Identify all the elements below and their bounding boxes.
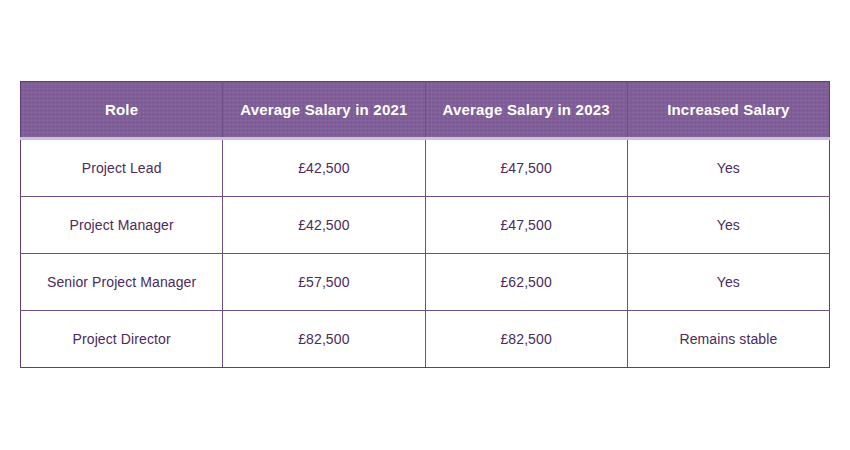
cell-salary-2023: £47,500 [425, 139, 627, 197]
cell-salary-2023: £47,500 [425, 197, 627, 254]
page: { "chart_data": { "type": "table", "titl… [0, 0, 850, 450]
header-row: Role Average Salary in 2021 Average Sala… [21, 82, 830, 139]
table-row-project-lead: Project Lead £42,500 £47,500 Yes [21, 139, 830, 197]
salary-table-canvas: Role Average Salary in 2021 Average Sala… [0, 0, 850, 450]
cell-role: Senior Project Manager [21, 254, 223, 311]
cell-salary-2021: £82,500 [223, 311, 425, 368]
cell-role: Project Director [21, 311, 223, 368]
cell-salary-2021: £42,500 [223, 197, 425, 254]
cell-increased-salary: Remains stable [627, 311, 829, 368]
cell-increased-salary: Yes [627, 254, 829, 311]
table-row-project-director: Project Director £82,500 £82,500 Remains… [21, 311, 830, 368]
cell-increased-salary: Yes [627, 139, 829, 197]
column-header-salary-2023: Average Salary in 2023 [425, 82, 627, 139]
table-row-project-manager: Project Manager £42,500 £47,500 Yes [21, 197, 830, 254]
column-header-role: Role [21, 82, 223, 139]
salary-comparison-table: Role Average Salary in 2021 Average Sala… [20, 81, 830, 368]
table-row-senior-project-manager: Senior Project Manager £57,500 £62,500 Y… [21, 254, 830, 311]
table-header: Role Average Salary in 2021 Average Sala… [21, 82, 830, 139]
cell-increased-salary: Yes [627, 197, 829, 254]
cell-salary-2021: £42,500 [223, 139, 425, 197]
cell-salary-2021: £57,500 [223, 254, 425, 311]
column-header-increased-salary: Increased Salary [627, 82, 829, 139]
cell-salary-2023: £62,500 [425, 254, 627, 311]
column-header-salary-2021: Average Salary in 2021 [223, 82, 425, 139]
cell-role: Project Lead [21, 139, 223, 197]
table-body: Project Lead £42,500 £47,500 Yes Project… [21, 139, 830, 368]
cell-role: Project Manager [21, 197, 223, 254]
cell-salary-2023: £82,500 [425, 311, 627, 368]
